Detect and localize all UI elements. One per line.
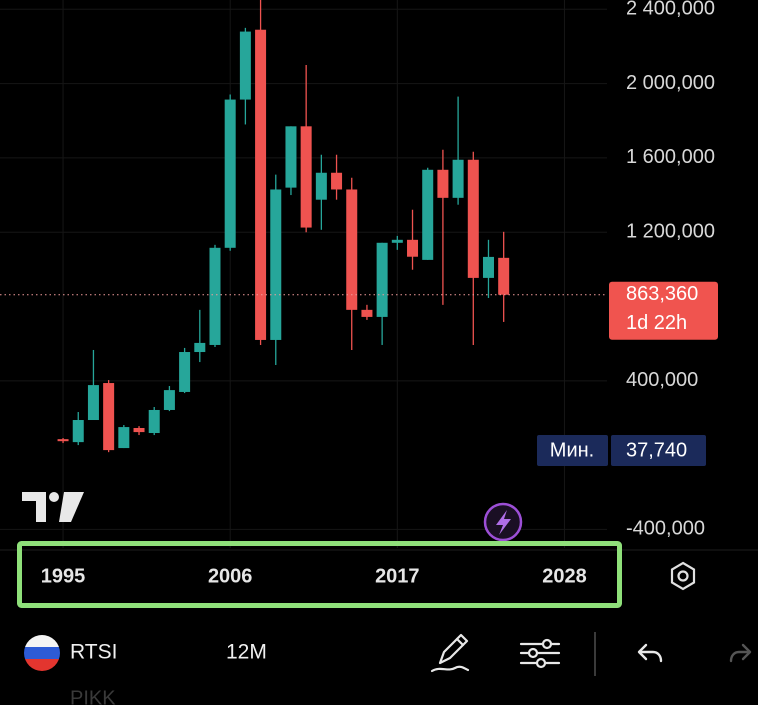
candle-body — [133, 427, 145, 433]
tv-logo — [22, 492, 84, 522]
candle-body — [57, 439, 69, 442]
candle-body — [72, 420, 84, 443]
y-tick-label: 2 000,000 — [626, 72, 715, 94]
candle — [103, 380, 115, 453]
countdown-label: 1d 22h — [626, 312, 687, 334]
candle — [422, 167, 434, 260]
y-tick-label: 2 400,000 — [626, 0, 715, 20]
symbol-button[interactable]: RTSI — [24, 635, 117, 671]
highlight-box — [17, 541, 622, 608]
settings-button[interactable] — [670, 561, 696, 591]
candle — [285, 126, 297, 196]
candle — [407, 209, 419, 270]
x-tick-label: 2017 — [375, 565, 420, 587]
candle-body — [452, 159, 464, 198]
candle-body — [422, 169, 434, 260]
candle-body — [209, 247, 221, 345]
candle-body — [285, 126, 297, 188]
candle-body — [239, 31, 251, 100]
candle — [239, 27, 251, 125]
candle-body — [467, 159, 479, 278]
y-tick-label: 1 600,000 — [626, 146, 715, 168]
time-axis-labels: 1995 2006 2017 2028 — [41, 565, 587, 587]
candle — [346, 177, 358, 350]
candle-body — [376, 242, 388, 317]
candle-body — [224, 99, 236, 248]
x-tick-label: 2028 — [542, 565, 587, 587]
candle — [133, 426, 145, 436]
candle — [194, 309, 206, 363]
draw-button[interactable] — [430, 633, 470, 673]
candle — [315, 154, 327, 230]
candle-body — [391, 239, 403, 243]
plot — [0, 0, 607, 453]
y-tick-label: 400,000 — [626, 369, 698, 391]
candle-body — [300, 126, 312, 228]
candle-body — [346, 189, 358, 310]
candle — [255, 0, 267, 345]
candle-body — [482, 256, 494, 278]
candle — [452, 96, 464, 205]
candle-body — [103, 383, 115, 451]
candle-body — [118, 427, 130, 449]
candle-body — [331, 172, 343, 190]
interval[interactable]: 12M — [226, 641, 267, 664]
candle — [224, 94, 236, 251]
y-tick-label: 1 200,000 — [626, 220, 715, 242]
candle-body — [437, 169, 449, 198]
candle-body — [361, 309, 373, 317]
symbol: RTSI — [70, 641, 117, 664]
price-axis: 2 400,000 2 000,000 1 600,000 1 200,000 400,… — [626, 0, 715, 540]
candle — [376, 242, 388, 345]
ghost-symbol: PIKK — [70, 687, 116, 705]
time-axis — [0, 550, 758, 604]
candle — [498, 231, 510, 322]
candle — [72, 412, 84, 446]
y-tick-label: -400,000 — [626, 518, 705, 540]
indicators-button[interactable] — [519, 638, 561, 669]
candle — [118, 425, 130, 449]
last-price-badge — [609, 281, 718, 340]
x-tick-label: 1995 — [41, 565, 86, 587]
candle — [209, 244, 221, 348]
min-label: Мин. — [550, 439, 594, 461]
candle — [87, 349, 99, 421]
candle — [270, 174, 282, 366]
candle-body — [194, 342, 206, 353]
candle — [437, 149, 449, 305]
candle — [482, 239, 494, 298]
min-label-badge — [537, 435, 608, 466]
candle — [57, 438, 69, 444]
candle-body — [179, 352, 191, 392]
candle-body — [163, 390, 175, 410]
candle-body — [255, 29, 267, 340]
candle — [300, 65, 312, 233]
candle-body — [498, 257, 510, 295]
candle-body — [87, 385, 99, 421]
candle-body — [270, 189, 282, 340]
candle — [163, 386, 175, 412]
x-tick-label: 2006 — [208, 565, 253, 587]
candle — [467, 151, 479, 345]
redo-button[interactable] — [729, 643, 752, 663]
undo-button[interactable] — [637, 643, 663, 663]
candle-body — [315, 172, 327, 200]
candle-body — [407, 239, 419, 257]
last-price-label: 863,360 — [626, 283, 698, 305]
min-value-badge — [611, 435, 706, 466]
min-value: 37,740 — [626, 439, 687, 461]
candle — [361, 304, 373, 320]
candle-body — [148, 409, 160, 434]
candle — [331, 154, 343, 200]
lightning-button[interactable] — [483, 502, 523, 542]
candle — [179, 347, 191, 394]
candle — [148, 407, 160, 436]
candle — [391, 235, 403, 250]
